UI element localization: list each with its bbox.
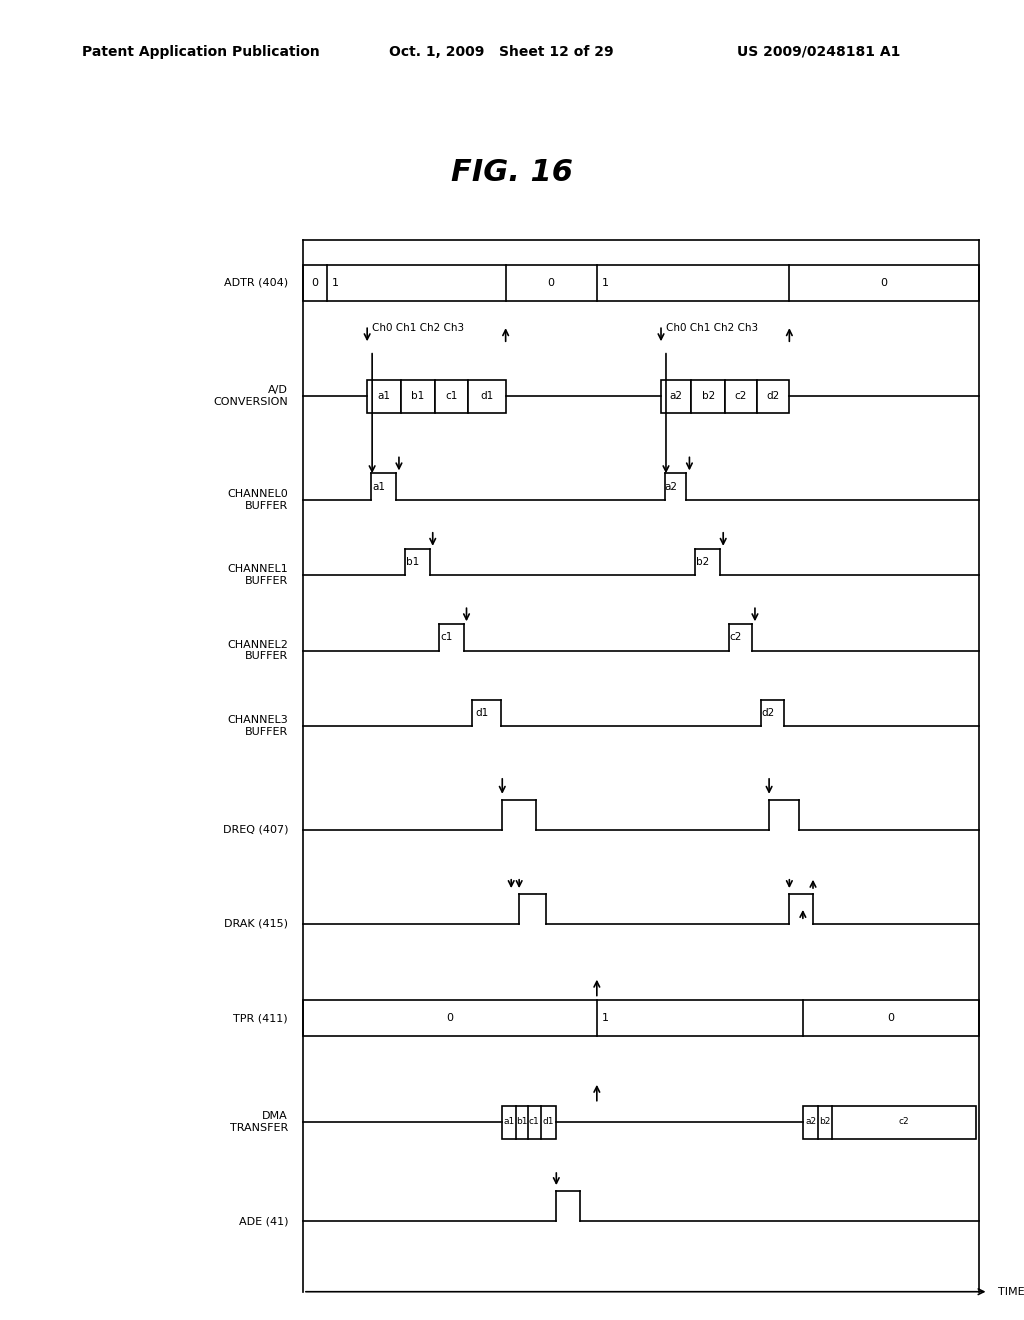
- Text: Oct. 1, 2009   Sheet 12 of 29: Oct. 1, 2009 Sheet 12 of 29: [389, 45, 613, 59]
- Text: DRAK (415): DRAK (415): [224, 919, 288, 929]
- Bar: [401, 380, 435, 413]
- Text: d1: d1: [543, 1118, 554, 1126]
- Bar: [662, 380, 691, 413]
- Text: c1: c1: [445, 391, 458, 401]
- Text: ADE (41): ADE (41): [239, 1216, 288, 1226]
- Text: c1: c1: [529, 1118, 540, 1126]
- Text: 1: 1: [332, 277, 339, 288]
- Text: CHANNEL3
BUFFER: CHANNEL3 BUFFER: [227, 715, 288, 737]
- Text: US 2009/0248181 A1: US 2009/0248181 A1: [737, 45, 901, 59]
- Text: d2: d2: [761, 708, 774, 718]
- Text: CHANNEL0
BUFFER: CHANNEL0 BUFFER: [227, 488, 288, 511]
- Text: b2: b2: [819, 1118, 830, 1126]
- Text: c2: c2: [735, 391, 748, 401]
- Bar: [502, 1106, 556, 1138]
- Text: a2: a2: [805, 1118, 816, 1126]
- Text: DREQ (407): DREQ (407): [222, 825, 288, 834]
- Bar: [691, 380, 725, 413]
- Text: b1: b1: [406, 557, 419, 568]
- Text: d2: d2: [767, 391, 779, 401]
- Bar: [435, 380, 469, 413]
- Text: a1: a1: [372, 482, 385, 491]
- Text: 0: 0: [548, 277, 555, 288]
- Text: CHANNEL1
BUFFER: CHANNEL1 BUFFER: [227, 565, 288, 586]
- Text: a1: a1: [378, 391, 390, 401]
- Text: TIME: TIME: [998, 1287, 1024, 1296]
- Text: ADTR (404): ADTR (404): [224, 277, 288, 288]
- Bar: [725, 380, 757, 413]
- Text: d1: d1: [475, 708, 488, 718]
- Text: 1: 1: [602, 1014, 609, 1023]
- Text: 1: 1: [602, 277, 609, 288]
- Text: 0: 0: [446, 1014, 454, 1023]
- Text: Ch0 Ch1 Ch2 Ch3: Ch0 Ch1 Ch2 Ch3: [666, 323, 758, 333]
- Text: Ch0 Ch1 Ch2 Ch3: Ch0 Ch1 Ch2 Ch3: [372, 323, 464, 333]
- Text: a2: a2: [670, 391, 683, 401]
- Text: FIG. 16: FIG. 16: [451, 158, 573, 187]
- Text: TPR (411): TPR (411): [233, 1014, 288, 1023]
- Text: 0: 0: [881, 277, 888, 288]
- Text: c1: c1: [440, 632, 453, 643]
- Bar: [757, 380, 790, 413]
- Bar: [368, 380, 401, 413]
- Text: b1: b1: [412, 391, 425, 401]
- Bar: [469, 380, 506, 413]
- Bar: [303, 1001, 979, 1036]
- Text: 0: 0: [311, 277, 318, 288]
- Text: DMA
TRANSFER: DMA TRANSFER: [229, 1111, 288, 1133]
- Bar: [803, 1106, 976, 1138]
- Text: b2: b2: [696, 557, 710, 568]
- Text: Patent Application Publication: Patent Application Publication: [82, 45, 319, 59]
- Bar: [303, 265, 979, 301]
- Text: b1: b1: [516, 1118, 527, 1126]
- Text: CHANNEL2
BUFFER: CHANNEL2 BUFFER: [227, 640, 288, 661]
- Text: A/D
CONVERSION: A/D CONVERSION: [213, 385, 288, 407]
- Text: a2: a2: [665, 482, 677, 491]
- Text: b2: b2: [701, 391, 715, 401]
- Text: c2: c2: [898, 1118, 909, 1126]
- Text: c2: c2: [729, 632, 741, 643]
- Text: 0: 0: [887, 1014, 894, 1023]
- Text: a1: a1: [504, 1118, 515, 1126]
- Text: d1: d1: [480, 391, 494, 401]
